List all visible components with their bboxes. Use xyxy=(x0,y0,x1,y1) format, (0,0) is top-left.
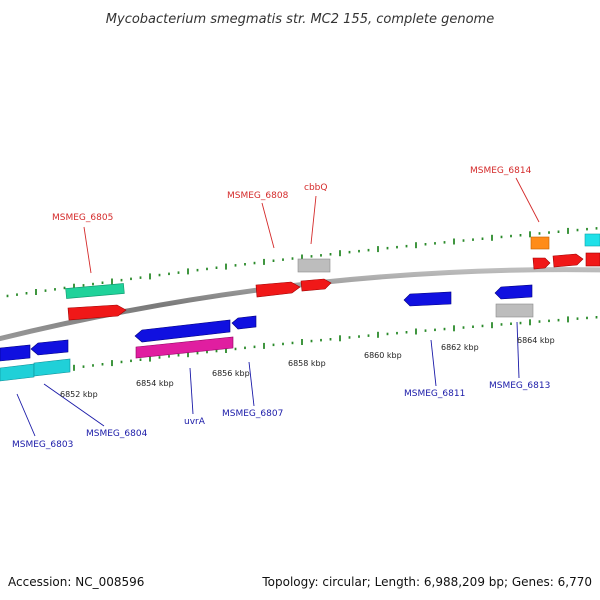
gene-label[interactable]: MSMEG_6814 xyxy=(470,166,532,176)
label-leaders xyxy=(16,177,540,437)
gene-feature[interactable] xyxy=(532,257,551,270)
forward-gene-labels: MSMEG_6805 MSMEG_6808 cbbQ MSMEG_6814 xyxy=(52,166,532,223)
gene-label[interactable]: MSMEG_6807 xyxy=(222,409,283,419)
leader-line xyxy=(515,177,540,223)
gene-features xyxy=(0,233,600,382)
leader-line xyxy=(83,226,92,274)
gene-feature[interactable] xyxy=(30,339,69,356)
leader-line xyxy=(310,195,317,245)
genome-backbone xyxy=(0,267,600,342)
leader-line xyxy=(189,367,194,415)
gene-feature[interactable] xyxy=(403,291,452,307)
ruler-label: 6858 kbp xyxy=(288,359,326,368)
accession-text: Accession: NC_008596 xyxy=(8,575,144,589)
gene-label[interactable]: MSMEG_6805 xyxy=(52,213,113,223)
gene-label[interactable]: uvrA xyxy=(184,417,206,427)
leader-line xyxy=(43,383,105,427)
reverse-gene-labels: MSMEG_6803 MSMEG_6804 uvrA MSMEG_6807 MS… xyxy=(12,381,550,450)
ruler-labels: 6852 kbp 6854 kbp 6856 kbp 6858 kbp 6860… xyxy=(60,336,555,399)
gene-feature[interactable] xyxy=(585,252,600,267)
gene-feature[interactable] xyxy=(134,319,231,343)
gene-label[interactable]: MSMEG_6804 xyxy=(86,429,148,439)
gene-feature[interactable] xyxy=(495,303,534,318)
gene-feature[interactable] xyxy=(65,283,125,299)
gene-label[interactable]: MSMEG_6811 xyxy=(404,389,465,399)
leader-line xyxy=(16,393,36,437)
map-title: Mycobacterium smegmatis str. MC2 155, co… xyxy=(106,12,494,27)
gene-feature[interactable] xyxy=(231,315,257,330)
ruler-label: 6854 kbp xyxy=(136,379,174,388)
leader-line xyxy=(516,321,520,379)
gene-feature[interactable] xyxy=(0,344,31,362)
gene-label[interactable]: MSMEG_6808 xyxy=(227,191,289,201)
gene-label[interactable]: cbbQ xyxy=(304,183,327,193)
gene-feature[interactable] xyxy=(584,233,600,247)
gene-feature[interactable] xyxy=(297,258,331,273)
ruler-label: 6862 kbp xyxy=(441,343,479,352)
ruler-label: 6864 kbp xyxy=(517,336,555,345)
gene-feature[interactable] xyxy=(530,236,550,250)
gene-feature[interactable] xyxy=(135,336,234,359)
gene-label[interactable]: MSMEG_6803 xyxy=(12,440,73,450)
ruler-label: 6856 kbp xyxy=(212,369,250,378)
ruler-label: 6860 kbp xyxy=(364,351,402,360)
leader-line xyxy=(261,202,275,249)
ruler-label: 6852 kbp xyxy=(60,390,98,399)
leader-line xyxy=(248,361,255,407)
gene-label[interactable]: MSMEG_6813 xyxy=(489,381,550,391)
gene-feature[interactable] xyxy=(494,284,533,300)
gene-feature[interactable] xyxy=(67,304,127,321)
topology-text: Topology: circular; Length: 6,988,209 bp… xyxy=(261,575,592,589)
gene-feature[interactable] xyxy=(0,363,35,382)
upper-tick-row xyxy=(6,227,598,298)
gene-feature[interactable] xyxy=(33,358,71,377)
gene-feature[interactable] xyxy=(255,281,301,298)
leader-line xyxy=(430,339,437,387)
lower-tick-row xyxy=(6,316,598,378)
gene-feature[interactable] xyxy=(300,278,332,292)
gene-feature[interactable] xyxy=(552,253,584,268)
